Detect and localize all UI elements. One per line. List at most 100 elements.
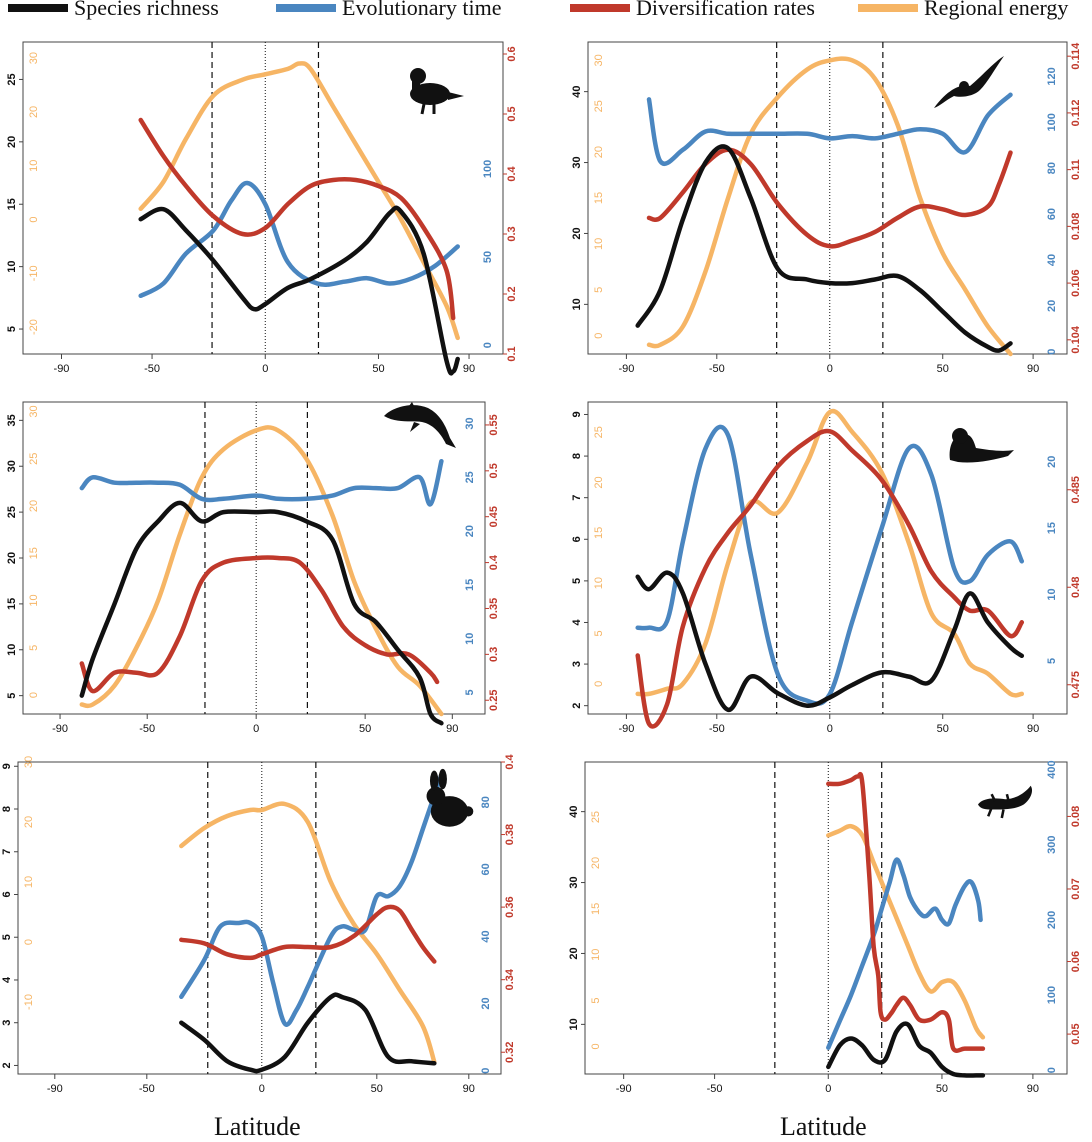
orange-axis-tick-label: 15 — [590, 903, 602, 915]
red-axis-tick-label: 0.07 — [1070, 878, 1082, 899]
blue-axis-tick-label: 200 — [1046, 911, 1058, 929]
red-axis-tick-label: 0.36 — [504, 896, 516, 917]
series-line-diversification-rates — [826, 771, 986, 1053]
blue-axis-tick-label: 20 — [480, 997, 492, 1009]
x-tick-label: -90 — [54, 363, 70, 375]
red-axis-tick-label: 0.32 — [504, 1042, 516, 1063]
orange-axis-tick-label: 20 — [28, 500, 40, 512]
black-axis-tick-label: 2 — [1, 1062, 13, 1068]
blue-axis-tick-label: 40 — [480, 930, 492, 942]
red-axis-tick-label: 0.06 — [1070, 951, 1082, 972]
blue-axis-tick-label: 50 — [482, 251, 494, 263]
red-axis-tick-label: 0.05 — [1070, 1023, 1082, 1044]
salamander-icon — [978, 785, 1033, 819]
x-tick-label: 50 — [937, 363, 949, 375]
black-axis-tick-label: 40 — [571, 86, 583, 98]
blue-axis-tick-label: 20 — [1046, 456, 1058, 468]
legend-item-evolutionary-time: Evolutionary time — [276, 0, 501, 20]
orange-axis-tick-label: 20 — [23, 816, 35, 828]
black-axis-tick-label: 5 — [571, 578, 583, 584]
panel-6-chart: -90 -50 0 50 9010203040051015202501002003004… — [568, 760, 1082, 1095]
series-line-evolutionary-time — [646, 92, 1013, 166]
blue-axis-tick-label: 0 — [480, 1068, 492, 1074]
red-axis-tick-label: 0.3 — [506, 226, 518, 241]
blue-axis-tick-label: 5 — [464, 689, 476, 695]
orange-axis-tick-label: 10 — [28, 594, 40, 606]
orange-axis-tick-label: 20 — [28, 106, 40, 118]
black-axis-tick-label: 4 — [1, 976, 13, 983]
blue-axis-tick-label: 60 — [1046, 208, 1058, 220]
x-tick-label: 50 — [371, 1083, 383, 1095]
x-tick-label: -50 — [139, 723, 155, 735]
series-line-diversification-rates — [138, 117, 456, 321]
black-axis-tick-label: 20 — [571, 227, 583, 239]
legend-label: Regional energy — [924, 0, 1069, 20]
orange-axis-tick-label: -20 — [28, 319, 40, 335]
black-axis-tick-label: 30 — [6, 460, 18, 472]
blue-axis-tick-label: 80 — [480, 796, 492, 808]
orange-axis-tick-label: 5 — [590, 998, 602, 1004]
black-axis-tick-label: 5 — [6, 693, 18, 699]
red-axis-tick-label: 0.112 — [1070, 99, 1082, 126]
legend-swatch-orange — [858, 4, 918, 12]
orange-axis-tick-label: 25 — [593, 100, 605, 112]
red-axis-tick-label: 0.35 — [488, 598, 500, 619]
panel-3-chart: -90 -50 0 50 90 5 10 15 20 25 30 35 0 5 10 15 20 25 30 5 10 1… — [6, 401, 500, 735]
series-line-regional-energy — [646, 56, 1013, 357]
legend-item-diversification-rates: Diversification rates — [570, 0, 815, 20]
black-axis-tick-label: 30 — [568, 876, 580, 888]
blue-axis-tick-label: 20 — [1046, 300, 1058, 312]
series-line-evolutionary-time — [826, 857, 983, 1050]
black-axis-tick-label: 5 — [1, 934, 13, 940]
x-axis-label-right: Latitude — [780, 1112, 867, 1141]
panel-1-chart: -90 -50 0 50 90 5 10 15 20 25 -20 -10 0 10 20 30 0 50 100 0… — [6, 41, 518, 376]
blue-axis-tick-label: 0 — [1046, 1067, 1058, 1073]
orange-axis-tick-label: 0 — [590, 1043, 602, 1049]
legend-label: Evolutionary time — [342, 0, 502, 20]
blue-axis-tick-label: 5 — [1046, 658, 1058, 664]
red-axis-tick-label: 0.38 — [504, 824, 516, 845]
red-axis-tick-label: 0.11 — [1070, 159, 1082, 180]
x-tick-label: 90 — [463, 363, 475, 375]
orange-axis-tick-label: 10 — [593, 238, 605, 250]
orange-axis-tick-label: 15 — [593, 527, 605, 539]
red-axis-tick-label: 0.475 — [1070, 671, 1082, 699]
black-axis-tick-label: 9 — [1, 763, 13, 769]
x-tick-label: -90 — [618, 363, 634, 375]
x-tick-label: 90 — [463, 1083, 475, 1095]
orange-axis-tick-label: 0 — [23, 939, 35, 945]
red-axis-tick-label: 0.5 — [506, 106, 518, 121]
black-axis-tick-label: 4 — [571, 619, 583, 626]
orange-axis-tick-label: 0 — [593, 681, 605, 687]
orange-axis-tick-label: 10 — [593, 577, 605, 589]
red-axis-tick-label: 0.4 — [504, 753, 516, 769]
red-axis-tick-label: 0.25 — [488, 690, 500, 711]
series-line-species-richness — [635, 570, 1025, 713]
x-tick-label: 90 — [1027, 363, 1039, 375]
orange-axis-tick-label: 15 — [593, 192, 605, 204]
legend-swatch-red — [570, 4, 630, 12]
x-tick-label: 0 — [262, 363, 268, 375]
x-tick-label: 50 — [359, 723, 371, 735]
orange-axis-tick-label: 0 — [28, 692, 40, 698]
x-tick-label: -50 — [709, 723, 725, 735]
red-axis-tick-label: 0.45 — [488, 506, 500, 527]
plot-frame — [17, 761, 502, 1075]
rabbit-icon — [426, 768, 474, 827]
black-axis-tick-label: 3 — [1, 1020, 13, 1026]
x-tick-label: -50 — [139, 1083, 155, 1095]
x-tick-label: 0 — [253, 723, 259, 735]
series-line-species-richness — [635, 144, 1013, 353]
orange-axis-tick-label: 20 — [593, 146, 605, 158]
series-line-regional-energy — [635, 408, 1025, 698]
red-axis-tick-label: 0.34 — [504, 968, 516, 990]
blue-axis-tick-label: 25 — [464, 471, 476, 483]
series-line-diversification-rates — [635, 428, 1025, 729]
x-tick-label: 50 — [372, 363, 384, 375]
black-axis-tick-label: 9 — [571, 411, 583, 417]
black-axis-tick-label: 6 — [571, 536, 583, 542]
black-axis-tick-label: 25 — [6, 73, 18, 85]
orange-axis-tick-label: 10 — [23, 876, 35, 888]
red-axis-tick-label: 0.114 — [1070, 42, 1082, 70]
orange-axis-tick-label: 5 — [593, 287, 605, 293]
